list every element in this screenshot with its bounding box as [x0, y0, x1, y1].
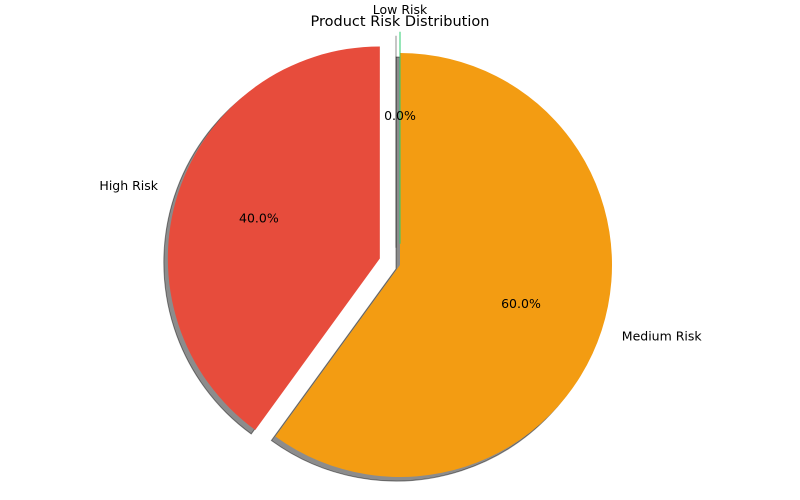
low-risk-percent-label: 0.0% — [384, 108, 416, 123]
high-risk-label: High Risk — [99, 178, 158, 193]
low-risk-label: Low Risk — [373, 2, 428, 17]
high-risk-percent-label: 40.0% — [239, 211, 279, 226]
pie-labels: High Risk 40.0% Medium Risk 60.0% Low Risk 0.… — [99, 2, 702, 343]
chart-title: Product Risk Distribution — [311, 14, 490, 30]
pie-wedges — [167, 31, 612, 478]
medium-risk-percent-label: 60.0% — [501, 296, 541, 311]
high-risk-slice — [167, 46, 380, 430]
medium-risk-label: Medium Risk — [622, 329, 703, 344]
medium-risk-slice — [275, 53, 612, 478]
